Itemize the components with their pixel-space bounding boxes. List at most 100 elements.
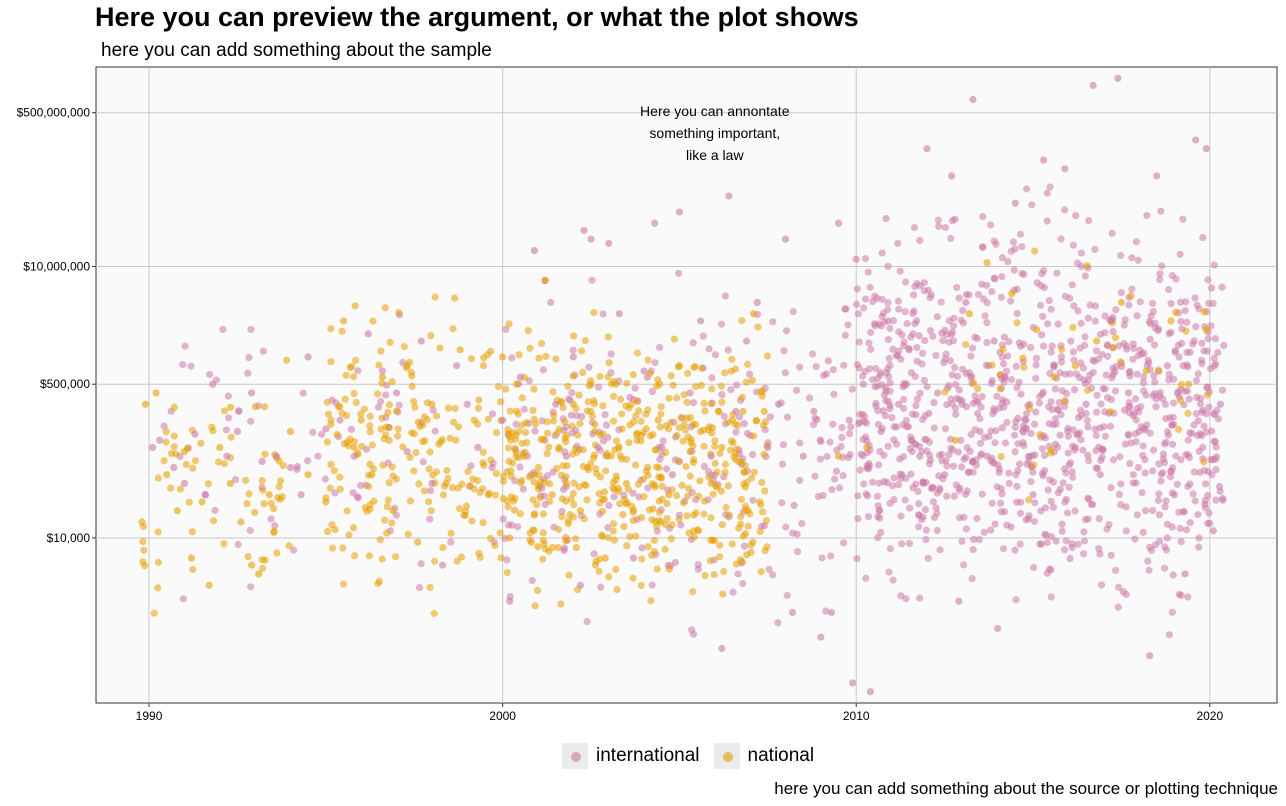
national-point: [1185, 380, 1193, 388]
international-point: [1164, 431, 1173, 439]
national-point: [648, 551, 656, 559]
national-point: [1109, 343, 1117, 352]
international-point: [902, 416, 910, 425]
international-point: [1177, 317, 1185, 326]
international-point: [1043, 569, 1051, 577]
international-point: [778, 499, 786, 507]
national-point: [633, 349, 642, 357]
international-point: [874, 513, 882, 521]
international-point: [910, 223, 919, 232]
national-point: [479, 448, 487, 456]
international-point: [875, 461, 883, 469]
international-point: [1157, 477, 1165, 485]
national-point: [583, 463, 592, 472]
international-point: [1068, 468, 1076, 476]
international-point: [905, 346, 913, 354]
national-point: [462, 502, 471, 510]
international-point: [583, 618, 591, 626]
international-point: [247, 389, 256, 397]
international-point: [793, 547, 802, 556]
international-point: [874, 420, 883, 429]
international-point: [1073, 431, 1081, 439]
international-point: [969, 95, 977, 104]
national-point: [625, 439, 633, 447]
national-point: [1167, 317, 1175, 325]
international-point: [1129, 479, 1137, 487]
national-point: [322, 498, 330, 506]
national-point: [665, 565, 673, 573]
international-point: [1101, 432, 1109, 440]
international-point: [1115, 490, 1123, 498]
international-point: [1069, 473, 1077, 481]
international-point: [884, 442, 892, 450]
international-point: [1046, 183, 1054, 191]
national-point: [198, 498, 206, 506]
national-point: [514, 410, 522, 418]
international-point: [1159, 395, 1167, 403]
national-point: [516, 510, 525, 518]
international-point: [1111, 387, 1120, 395]
international-point: [907, 470, 915, 478]
international-point: [781, 235, 790, 243]
international-point: [1013, 482, 1021, 490]
international-point: [822, 607, 830, 615]
international-point: [920, 376, 928, 385]
national-point: [426, 448, 434, 456]
international-point: [840, 361, 848, 369]
national-point: [475, 396, 483, 404]
international-point: [1054, 320, 1062, 328]
national-point: [451, 294, 459, 302]
international-point: [959, 319, 968, 327]
international-point: [1158, 262, 1166, 270]
international-point: [809, 420, 818, 429]
international-point: [1032, 354, 1041, 362]
international-point: [873, 492, 881, 500]
international-point: [999, 360, 1008, 368]
international-point: [993, 392, 1001, 400]
national-point: [191, 457, 199, 465]
national-point: [464, 467, 472, 476]
international-point: [957, 463, 966, 471]
international-point: [594, 443, 602, 452]
national-point: [983, 259, 991, 267]
international-point: [782, 327, 791, 335]
national-point: [742, 378, 750, 386]
international-point: [1096, 550, 1104, 558]
national-point: [689, 588, 697, 596]
international-point: [889, 345, 897, 353]
international-point: [1191, 497, 1199, 505]
national-point: [539, 435, 547, 444]
international-point: [395, 401, 403, 409]
international-point: [780, 347, 788, 355]
international-point: [875, 479, 883, 487]
legend: international national: [562, 742, 828, 770]
national-point: [258, 477, 266, 485]
international-point: [1133, 405, 1141, 413]
international-point: [718, 391, 726, 399]
national-point: [154, 558, 163, 567]
national-point: [969, 379, 978, 387]
national-point: [599, 402, 607, 410]
national-point: [736, 555, 744, 564]
national-point: [1083, 386, 1092, 395]
international-point: [1037, 507, 1045, 515]
international-point: [924, 286, 932, 294]
international-point: [694, 561, 702, 569]
international-point: [928, 484, 937, 492]
national-point: [548, 491, 556, 499]
international-point: [1181, 570, 1189, 578]
international-point: [488, 410, 497, 418]
international-point: [765, 565, 773, 573]
international-point: [1001, 373, 1009, 381]
national-point: [690, 455, 698, 464]
national-point: [276, 477, 285, 485]
national-point: [645, 506, 654, 514]
international-point: [778, 460, 787, 468]
national-point: [140, 546, 148, 554]
international-point: [1155, 460, 1163, 468]
international-point: [1077, 319, 1085, 328]
national-point: [537, 339, 546, 347]
national-point: [683, 512, 691, 520]
international-point: [878, 312, 886, 321]
international-point: [729, 588, 737, 596]
